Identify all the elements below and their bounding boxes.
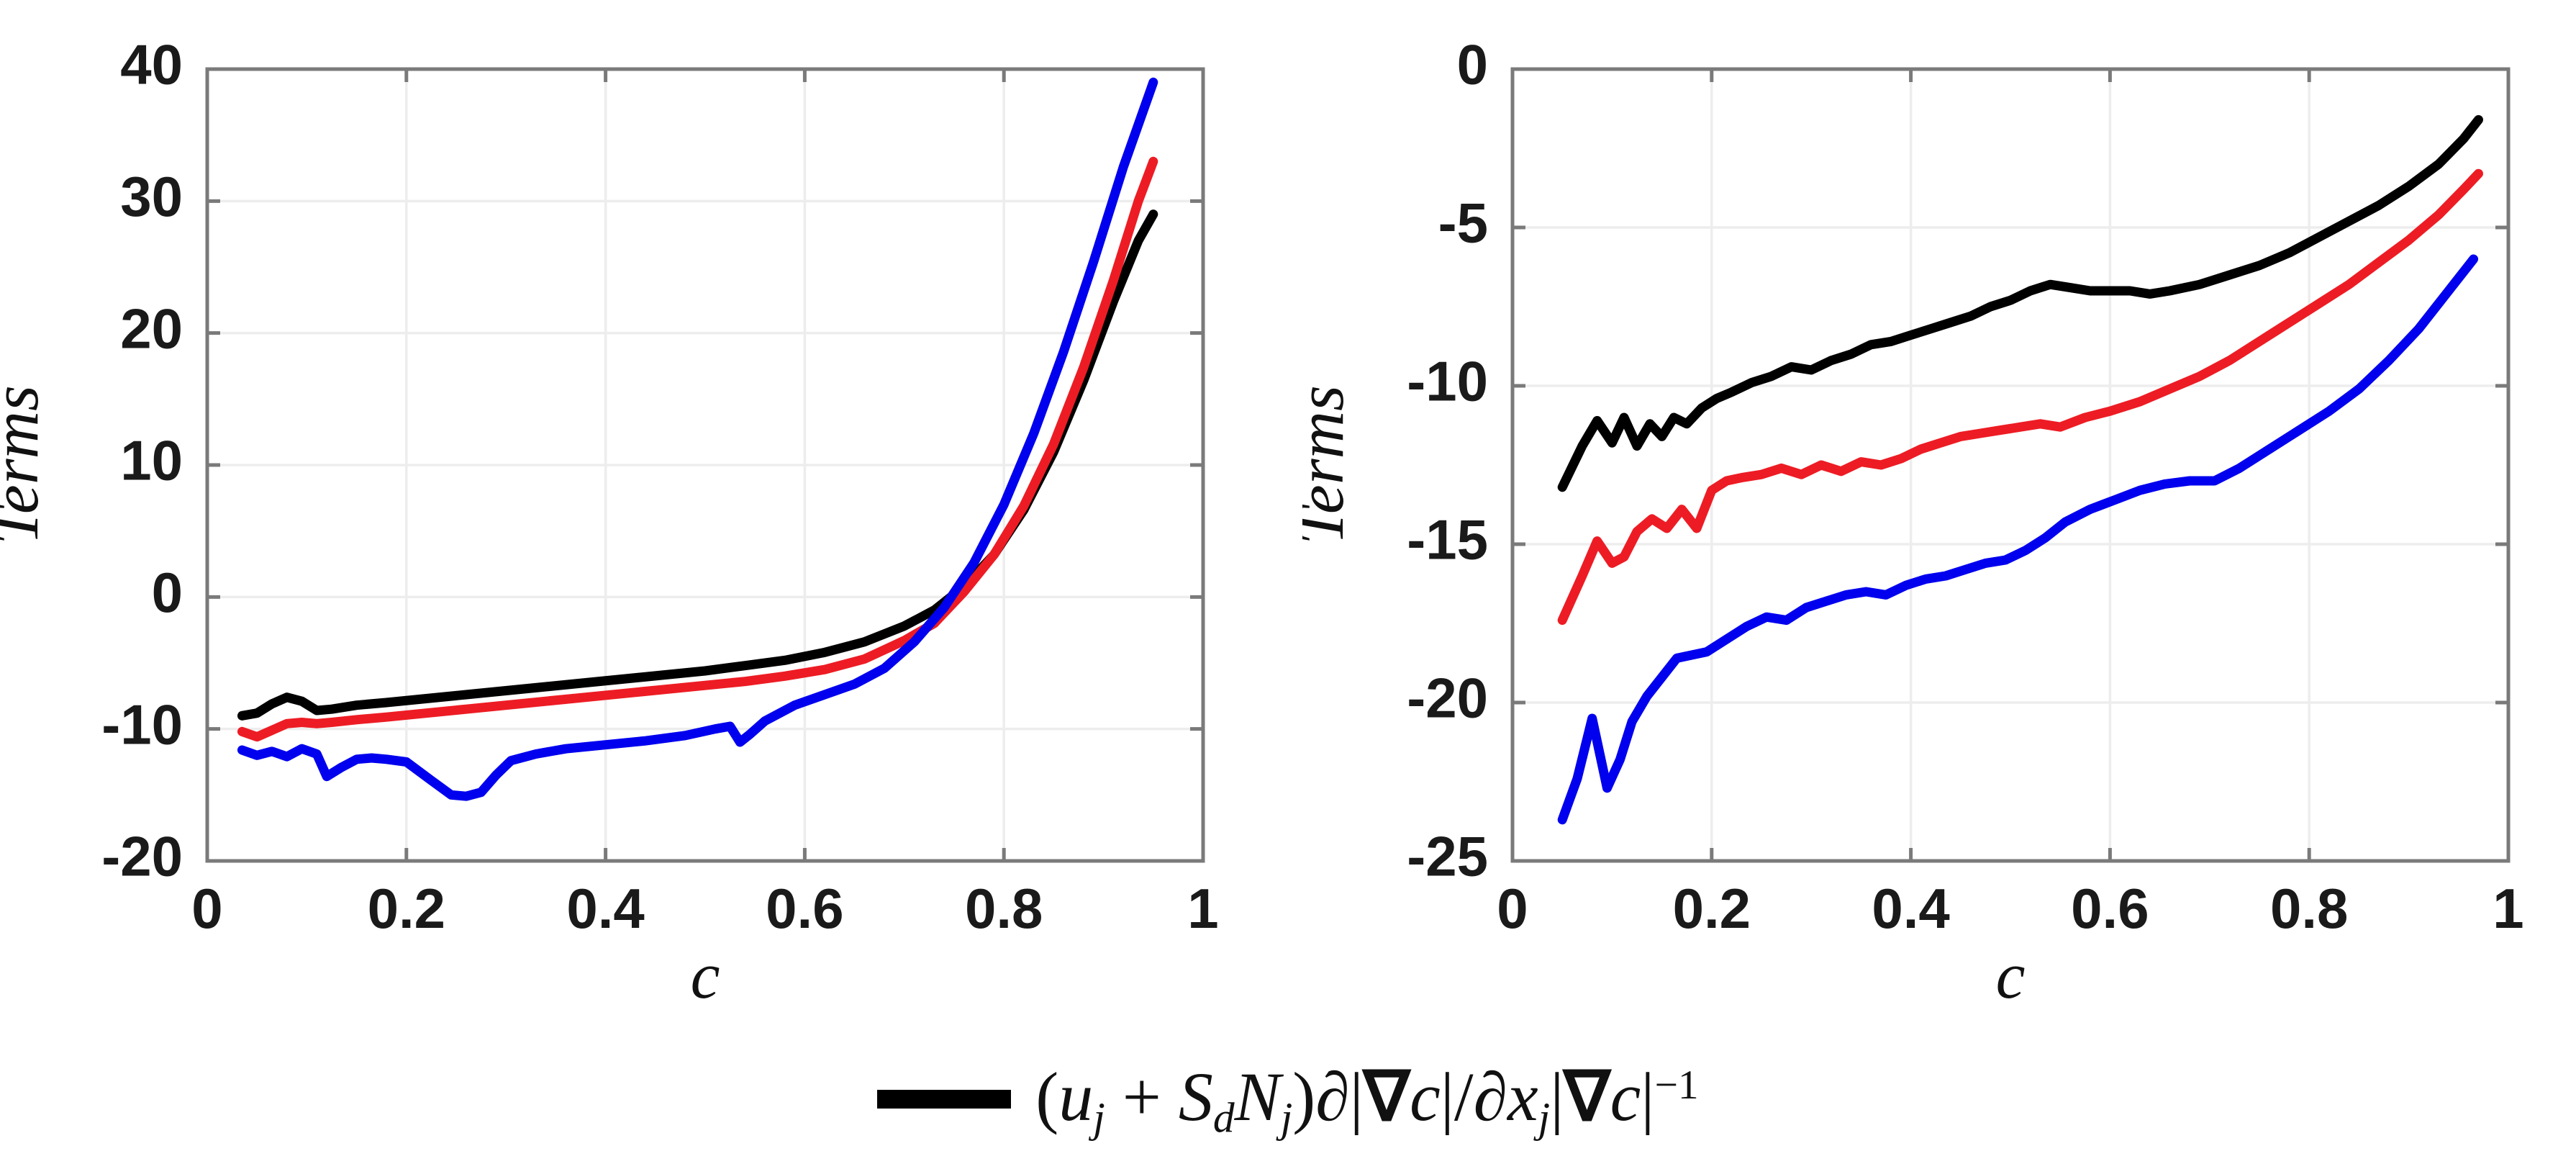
x-ticklabels-group: 0 0.2 0.4 0.6 0.8 1 xyxy=(191,877,1218,940)
axis-frame xyxy=(1510,67,2511,863)
x-tick-label: 0.6 xyxy=(766,877,843,940)
y-tick-label: -20 xyxy=(101,825,183,888)
y-ticklabels-group: -20 -10 0 10 20 30 40 xyxy=(101,33,183,888)
x-tick-label: 0 xyxy=(1497,877,1528,940)
x-tick-label: 1 xyxy=(1187,877,1218,940)
legend-label-formula: (uj + SdNj)∂|∇c|/∂xj|∇c|−1 xyxy=(1035,1057,1699,1142)
ticks-group xyxy=(205,67,1205,863)
y-tick-label: 20 xyxy=(120,297,183,360)
x-tick-label: 0.8 xyxy=(2270,877,2348,940)
right-plot-svg: -25 -20 -15 -10 -5 0 0 0.2 0.4 0.6 0.8 1 c Terms xyxy=(1302,33,2524,1012)
x-tick-label: 0.2 xyxy=(1673,877,1751,940)
series-line-blue xyxy=(237,77,1158,801)
series-line-red xyxy=(237,156,1158,742)
x-tick-label: 0.8 xyxy=(965,877,1043,940)
left-plot-svg: -20 -10 0 10 20 30 40 0 0.2 0.4 0.6 0.8 1 c Terms xyxy=(0,33,1219,1012)
x-tick-label: 0.2 xyxy=(368,877,445,940)
series-line-red xyxy=(1557,168,2483,626)
figure-legend: (uj + SdNj)∂|∇c|/∂xj|∇c|−1 xyxy=(0,1029,2576,1169)
x-axis-label: c xyxy=(691,939,720,1012)
series-group xyxy=(237,77,1158,801)
y-tick-label: -20 xyxy=(1407,667,1488,730)
x-tick-label: 1 xyxy=(2493,877,2523,940)
chart-panel-left: -20 -10 0 10 20 30 40 0 0.2 0.4 0.6 0.8 1 c Terms xyxy=(0,0,1266,1037)
x-axis-label: c xyxy=(1996,939,2026,1012)
x-tick-label: 0.4 xyxy=(566,877,644,940)
y-axis-label: Terms xyxy=(1302,385,1357,545)
x-tick-label: 0.4 xyxy=(1872,877,1949,940)
y-tick-label: 40 xyxy=(120,33,183,96)
y-tick-label: -10 xyxy=(101,692,183,756)
series-group xyxy=(1557,114,2483,825)
gridlines-group xyxy=(1513,69,2508,861)
series-line-black xyxy=(1557,114,2483,492)
y-tick-label: 0 xyxy=(152,561,183,624)
y-tick-label: 30 xyxy=(120,165,183,228)
ticks-group xyxy=(1510,67,2511,863)
y-tick-label: 10 xyxy=(120,429,183,492)
y-ticklabels-group: -25 -20 -15 -10 -5 0 xyxy=(1407,33,1488,888)
y-tick-label: -25 xyxy=(1407,825,1488,888)
x-tick-label: 0.6 xyxy=(2071,877,2149,940)
y-tick-label: -10 xyxy=(1407,350,1488,413)
y-tick-label: -5 xyxy=(1438,191,1488,255)
y-tick-label: 0 xyxy=(1457,33,1488,96)
gridlines-group xyxy=(207,69,1203,861)
y-tick-label: -15 xyxy=(1407,508,1488,572)
legend-entry-black: (uj + SdNj)∂|∇c|/∂xj|∇c|−1 xyxy=(877,1056,1699,1143)
x-ticklabels-group: 0 0.2 0.4 0.6 0.8 1 xyxy=(1497,877,2523,940)
chart-panel-right: -25 -20 -15 -10 -5 0 0 0.2 0.4 0.6 0.8 1 c Terms xyxy=(1302,0,2576,1037)
legend-swatch-black-line xyxy=(877,1090,1012,1109)
y-axis-label: Terms xyxy=(0,385,52,545)
x-tick-label: 0 xyxy=(191,877,222,940)
series-line-blue xyxy=(1557,254,2479,825)
